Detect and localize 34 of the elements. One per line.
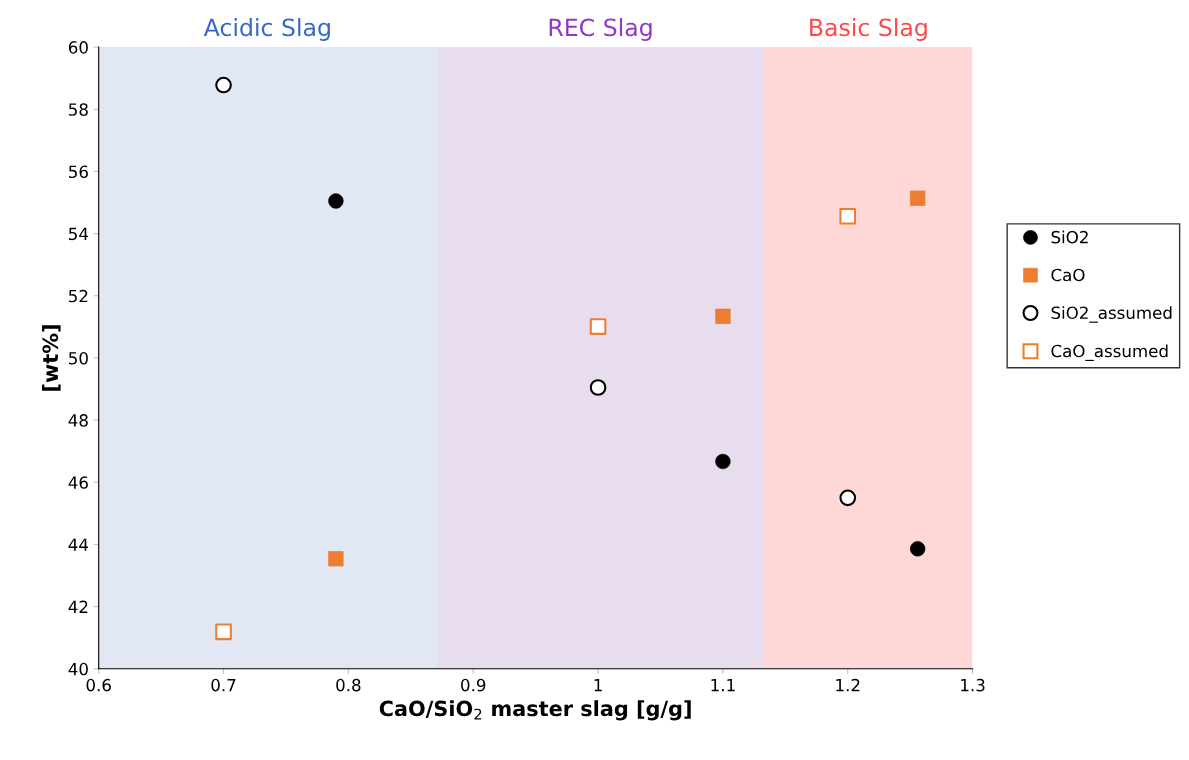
y-tick-label: 44 (68, 538, 89, 551)
legend-label: CaO_assumed (1051, 344, 1168, 362)
point (839, 207, 857, 225)
point (215, 623, 232, 641)
point (215, 76, 232, 94)
x-tick-label: 1.2 (836, 678, 860, 692)
y-tick-label: 60 (68, 41, 88, 54)
legend-label: CaO (1051, 268, 1085, 282)
point (589, 379, 607, 396)
x-tick-label: 1.3 (961, 678, 985, 692)
legend-label: SiO2_assumed (1051, 306, 1172, 323)
y-tick-label: 50 (69, 351, 88, 365)
x-tick-label: 1.1 (711, 679, 735, 692)
y-tick-label: 54 (69, 227, 89, 241)
x-tick-label: 1 (594, 679, 602, 692)
y-tick-label: 52 (69, 289, 88, 303)
y-tick-label: 56 (69, 165, 88, 179)
x-tick-label: 0.7 (211, 678, 236, 692)
x-tick-label: 0.8 (336, 678, 361, 692)
x-axis-title: CaO/SiO$_{2}$ master slag [g/g] (379, 700, 691, 721)
y-tick-label: 40 (68, 662, 88, 676)
x-tick-label: 0.6 (86, 678, 111, 692)
y-tick-label: 58 (69, 103, 88, 116)
point (839, 489, 857, 507)
point (589, 318, 607, 335)
legend-label: SiO2 (1051, 230, 1088, 244)
x-tick-label: 0.9 (461, 678, 486, 692)
band-label: Basic Slag (810, 18, 927, 41)
band-label: Acidic Slag (203, 18, 330, 41)
y-tick-label: 48 (68, 414, 88, 427)
y-axis-title: [wt%] (42, 325, 61, 391)
band-label: REC Slag (549, 18, 652, 41)
y-tick-label: 42 (68, 600, 88, 613)
y-tick-label: 46 (68, 476, 88, 489)
